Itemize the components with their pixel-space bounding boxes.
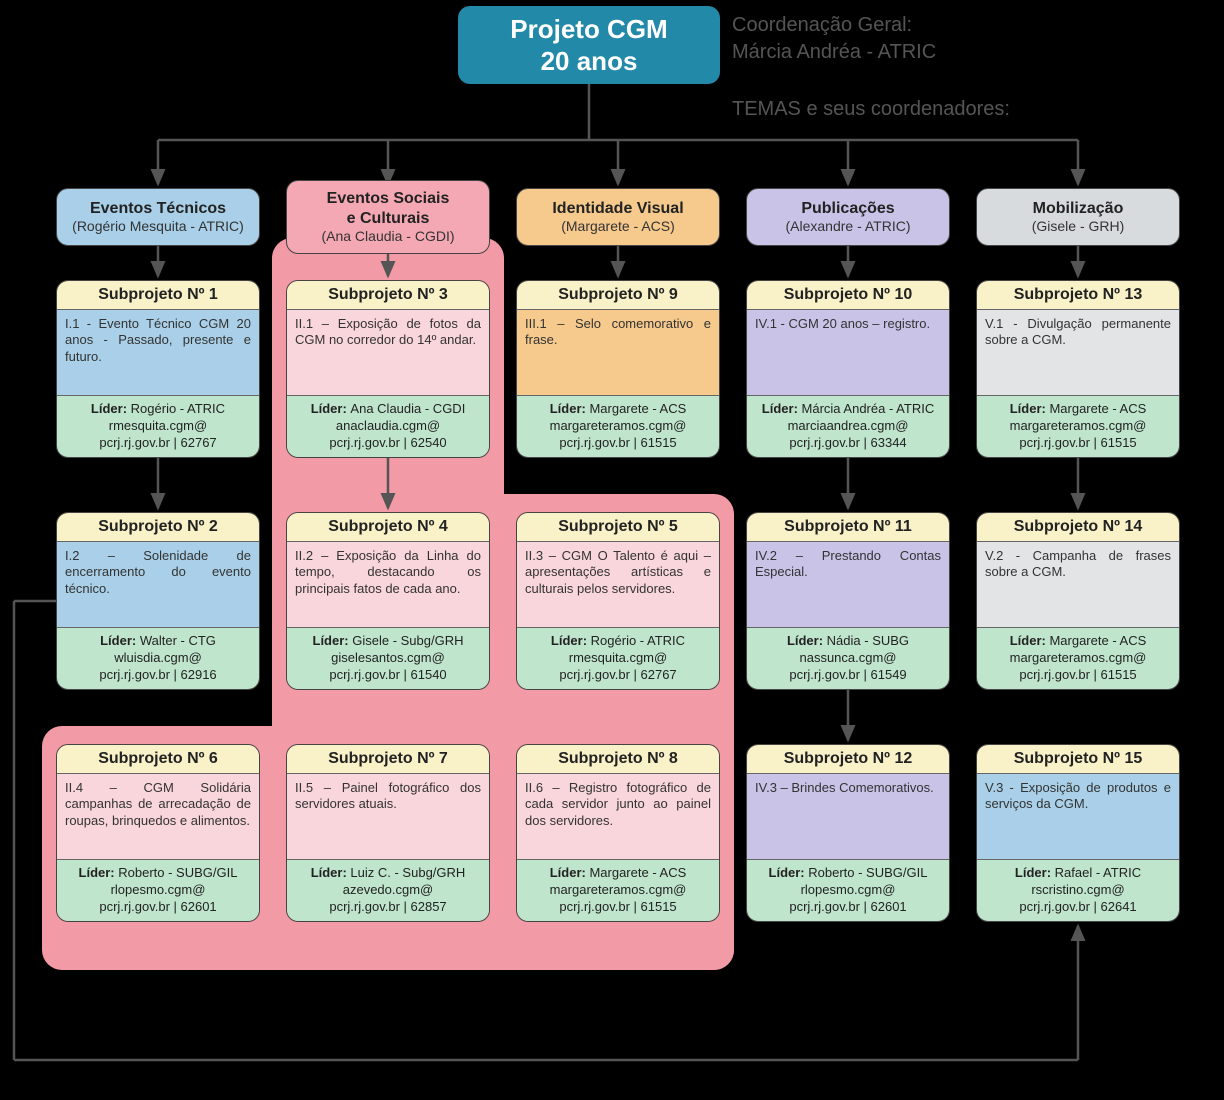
subprojeto-2: Subprojeto Nº 2I.2 – Solenidade de encer…	[56, 512, 260, 690]
sub-leader: Líder: Walter - CTGwluisdia.cgm@pcrj.rj.…	[57, 627, 259, 689]
sub-leader: Líder: Luiz C. - Subg/GRHazevedo.cgm@pcr…	[287, 859, 489, 921]
sub-leader: Líder: Margarete - ACSmargareteramos.cgm…	[517, 859, 719, 921]
subprojeto-9: Subprojeto Nº 9III.1 – Selo comemorativo…	[516, 280, 720, 458]
sub-header: Subprojeto Nº 5	[517, 513, 719, 542]
sub-desc: IV.1 - CGM 20 anos – registro.	[747, 310, 949, 395]
sub-leader: Líder: Margarete - ACSmargareteramos.cgm…	[517, 395, 719, 457]
subprojeto-12: Subprojeto Nº 12IV.3 – Brindes Comemorat…	[746, 744, 950, 922]
sub-header: Subprojeto Nº 11	[747, 513, 949, 542]
coord-l2: Márcia Andréa - ATRIC	[732, 41, 936, 63]
sub-header: Subprojeto Nº 15	[977, 745, 1179, 774]
sub-desc: II.2 – Exposição da Linha do tempo, dest…	[287, 542, 489, 627]
root-project-box: Projeto CGM 20 anos	[458, 6, 720, 84]
root-line2: 20 anos	[458, 45, 720, 78]
subprojeto-4: Subprojeto Nº 4II.2 – Exposição da Linha…	[286, 512, 490, 690]
sub-header: Subprojeto Nº 12	[747, 745, 949, 774]
sub-leader: Líder: Nádia - SUBGnassunca.cgm@pcrj.rj.…	[747, 627, 949, 689]
sub-header: Subprojeto Nº 13	[977, 281, 1179, 310]
sub-desc: V.2 - Campanha de frases sobre a CGM.	[977, 542, 1179, 627]
subprojeto-10: Subprojeto Nº 10IV.1 - CGM 20 anos – reg…	[746, 280, 950, 458]
coord-l1: Coordenação Geral:	[732, 14, 912, 36]
subprojeto-11: Subprojeto Nº 11IV.2 – Prestando Contas …	[746, 512, 950, 690]
sub-header: Subprojeto Nº 14	[977, 513, 1179, 542]
sub-desc: V.1 - Divulgação permanente sobre a CGM.	[977, 310, 1179, 395]
sub-header: Subprojeto Nº 8	[517, 745, 719, 774]
theme-social: Eventos Sociaise Culturais(Ana Claudia -…	[286, 180, 490, 254]
sub-desc: V.3 - Exposição de produtos e serviços d…	[977, 774, 1179, 859]
subprojeto-15: Subprojeto Nº 15V.3 - Exposição de produ…	[976, 744, 1180, 922]
sub-desc: II.4 – CGM Solidária campanhas de arreca…	[57, 774, 259, 859]
sub-header: Subprojeto Nº 7	[287, 745, 489, 774]
theme-tech: Eventos Técnicos(Rogério Mesquita - ATRI…	[56, 188, 260, 246]
sub-leader: Líder: Márcia Andréa - ATRICmarciaandrea…	[747, 395, 949, 457]
theme-visual: Identidade Visual(Margarete - ACS)	[516, 188, 720, 246]
theme-pub: Publicações(Alexandre - ATRIC)	[746, 188, 950, 246]
sub-leader: Líder: Margarete - ACSmargareteramos.cgm…	[977, 627, 1179, 689]
sub-leader: Líder: Rafael - ATRICrscristino.cgm@pcrj…	[977, 859, 1179, 921]
sub-header: Subprojeto Nº 10	[747, 281, 949, 310]
sub-leader: Líder: Roberto - SUBG/GILrlopesmo.cgm@pc…	[57, 859, 259, 921]
sub-header: Subprojeto Nº 3	[287, 281, 489, 310]
subprojeto-13: Subprojeto Nº 13V.1 - Divulgação permane…	[976, 280, 1180, 458]
subprojeto-1: Subprojeto Nº 1I.1 - Evento Técnico CGM …	[56, 280, 260, 458]
subprojeto-5: Subprojeto Nº 5II.3 – CGM O Talento é aq…	[516, 512, 720, 690]
sub-header: Subprojeto Nº 6	[57, 745, 259, 774]
subprojeto-7: Subprojeto Nº 7II.5 – Painel fotográfico…	[286, 744, 490, 922]
coordination-label: Coordenação Geral: Márcia Andréa - ATRIC	[732, 12, 936, 66]
sub-leader: Líder: Gisele - Subg/GRHgiselesantos.cgm…	[287, 627, 489, 689]
theme-mob: Mobilização(Gisele - GRH)	[976, 188, 1180, 246]
subprojeto-14: Subprojeto Nº 14V.2 - Campanha de frases…	[976, 512, 1180, 690]
sub-header: Subprojeto Nº 4	[287, 513, 489, 542]
sub-desc: III.1 – Selo comemorativo e frase.	[517, 310, 719, 395]
root-line1: Projeto CGM	[458, 13, 720, 46]
sub-desc: II.3 – CGM O Talento é aqui – apresentaç…	[517, 542, 719, 627]
sub-leader: Líder: Ana Claudia - CGDIanaclaudia.cgm@…	[287, 395, 489, 457]
subprojeto-8: Subprojeto Nº 8II.6 – Registro fotográfi…	[516, 744, 720, 922]
sub-desc: II.6 – Registro fotográfico de cada serv…	[517, 774, 719, 859]
subprojeto-3: Subprojeto Nº 3II.1 – Exposição de fotos…	[286, 280, 490, 458]
subprojeto-6: Subprojeto Nº 6II.4 – CGM Solidária camp…	[56, 744, 260, 922]
sub-leader: Líder: Roberto - SUBG/GILrlopesmo.cgm@pc…	[747, 859, 949, 921]
sub-header: Subprojeto Nº 9	[517, 281, 719, 310]
sub-header: Subprojeto Nº 1	[57, 281, 259, 310]
sub-desc: IV.3 – Brindes Comemorativos.	[747, 774, 949, 859]
sub-leader: Líder: Rogério - ATRICrmesquita.cgm@pcrj…	[517, 627, 719, 689]
themes-label: TEMAS e seus coordenadores:	[732, 96, 1010, 123]
sub-leader: Líder: Margarete - ACSmargareteramos.cgm…	[977, 395, 1179, 457]
sub-desc: II.5 – Painel fotográfico dos servidores…	[287, 774, 489, 859]
themes-text: TEMAS e seus coordenadores:	[732, 98, 1010, 120]
sub-desc: I.1 - Evento Técnico CGM 20 anos - Passa…	[57, 310, 259, 395]
sub-leader: Líder: Rogério - ATRICrmesquita.cgm@pcrj…	[57, 395, 259, 457]
sub-header: Subprojeto Nº 2	[57, 513, 259, 542]
sub-desc: II.1 – Exposição de fotos da CGM no corr…	[287, 310, 489, 395]
sub-desc: IV.2 – Prestando Contas Especial.	[747, 542, 949, 627]
sub-desc: I.2 – Solenidade de encerramento do even…	[57, 542, 259, 627]
